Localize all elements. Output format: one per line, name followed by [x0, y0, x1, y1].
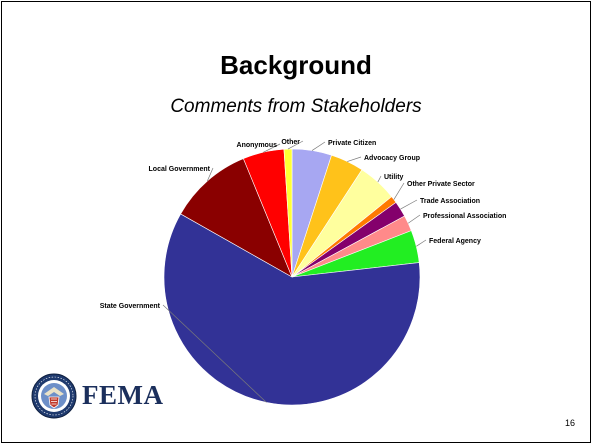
dhs-seal-icon	[31, 373, 77, 419]
slice-label: Local Government	[149, 166, 211, 173]
leader-line	[407, 214, 421, 224]
pie-slice-local-government	[180, 158, 293, 278]
leader-line	[377, 175, 382, 183]
pie-slice-other	[283, 148, 293, 278]
leader-line	[311, 141, 326, 151]
leader-line	[393, 182, 405, 200]
slice-label: Anonymous	[237, 142, 278, 149]
leader-line	[207, 167, 214, 182]
leader-line	[162, 304, 267, 403]
leader-line	[347, 156, 362, 162]
slice-label: Professional Association	[423, 213, 506, 220]
slice-label: Utility	[384, 174, 404, 181]
leader-line	[263, 143, 281, 153]
slice-label: Other	[281, 139, 300, 146]
logo-text: FEMA	[82, 380, 164, 410]
slice-label: Private Citizen	[328, 140, 376, 147]
fema-logo: FEMA	[30, 372, 180, 422]
slide-subtitle: Comments from Stakeholders	[170, 96, 422, 117]
slice-label: Trade Association	[420, 198, 480, 205]
slice-label: Other Private Sector	[407, 181, 475, 188]
leader-line	[400, 199, 418, 210]
slice-label: State Government	[100, 303, 161, 310]
leader-line	[416, 239, 427, 247]
slice-label: Federal Agency	[429, 238, 481, 245]
slice-label: Advocacy Group	[364, 155, 420, 162]
leader-line	[287, 140, 304, 150]
page-number: 16	[565, 418, 576, 428]
slide-title: Background	[220, 50, 372, 80]
